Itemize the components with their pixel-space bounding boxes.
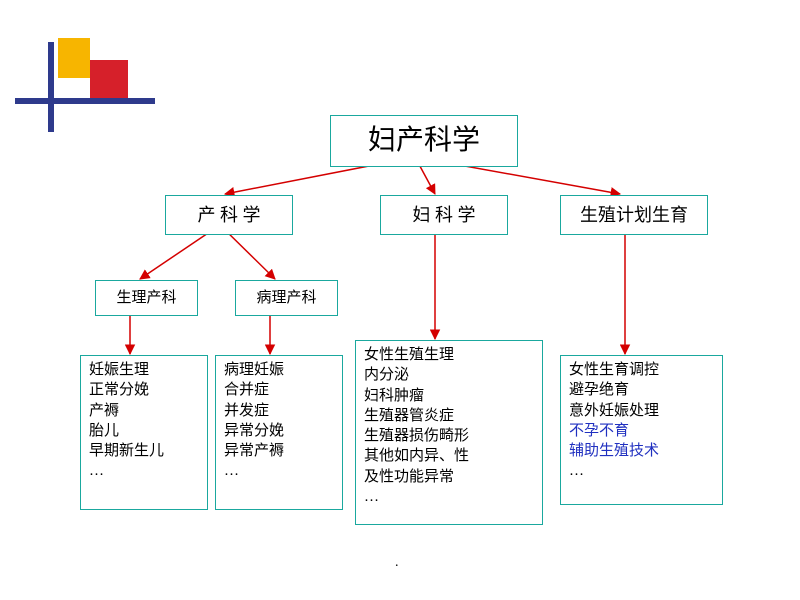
node-phys_obs_list-line: … <box>89 461 199 481</box>
node-phys_obs_list-line: 胎儿 <box>89 421 199 441</box>
node-phys_obs_list-line: 妊娠生理 <box>89 360 199 380</box>
node-phys_obs_list-line: 产褥 <box>89 401 199 421</box>
node-rep_list-line: 意外妊娠处理 <box>569 401 714 421</box>
deco-red-square <box>90 60 128 98</box>
node-rep_list-line: 辅助生殖技术 <box>569 441 714 461</box>
node-rep_list-line: 不孕不育 <box>569 421 714 441</box>
node-rep_list-line: 避孕绝育 <box>569 380 714 400</box>
node-gyn_list: 女性生殖生理内分泌妇科肿瘤生殖器管炎症生殖器损伤畸形其他如内异、性及性功能异常… <box>355 340 543 525</box>
node-root: 妇产科学 <box>330 115 518 167</box>
node-rep_list-line: … <box>569 461 714 481</box>
deco-blue-horizontal <box>15 98 155 104</box>
node-rep_list: 女性生育调控避孕绝育意外妊娠处理不孕不育辅助生殖技术… <box>560 355 723 505</box>
deco-blue-vertical <box>48 42 54 132</box>
node-phys_obs_list: 妊娠生理正常分娩产褥胎儿早期新生儿… <box>80 355 208 510</box>
node-gyn_list-line: 生殖器损伤畸形 <box>364 426 534 446</box>
node-phys_obs: 生理产科 <box>95 280 198 316</box>
deco-yellow-square <box>58 38 90 78</box>
node-path_obs_list: 病理妊娠合并症并发症异常分娩异常产褥… <box>215 355 343 510</box>
node-gyn_list-line: 其他如内异、性 <box>364 446 534 466</box>
node-path_obs_list-line: 并发症 <box>224 401 334 421</box>
node-gyn_list-line: 生殖器管炎症 <box>364 406 534 426</box>
footer-dot: . <box>395 555 399 571</box>
node-phys_obs_list-line: 早期新生儿 <box>89 441 199 461</box>
node-gyn_list-line: 内分泌 <box>364 365 534 385</box>
node-gyn_list-line: 妇科肿瘤 <box>364 386 534 406</box>
node-obstetrics: 产 科 学 <box>165 195 293 235</box>
node-rep_list-line: 女性生育调控 <box>569 360 714 380</box>
node-path_obs_list-line: 病理妊娠 <box>224 360 334 380</box>
node-phys_obs_list-line: 正常分娩 <box>89 380 199 400</box>
node-gyn_list-line: 女性生殖生理 <box>364 345 534 365</box>
node-reproductive: 生殖计划生育 <box>560 195 708 235</box>
node-path_obs: 病理产科 <box>235 280 338 316</box>
node-path_obs_list-line: 异常产褥 <box>224 441 334 461</box>
node-gynecology: 妇 科 学 <box>380 195 508 235</box>
node-path_obs_list-line: 异常分娩 <box>224 421 334 441</box>
node-path_obs_list-line: … <box>224 461 334 481</box>
node-gyn_list-line: 及性功能异常 <box>364 467 534 487</box>
node-path_obs_list-line: 合并症 <box>224 380 334 400</box>
node-gyn_list-line: … <box>364 487 534 507</box>
